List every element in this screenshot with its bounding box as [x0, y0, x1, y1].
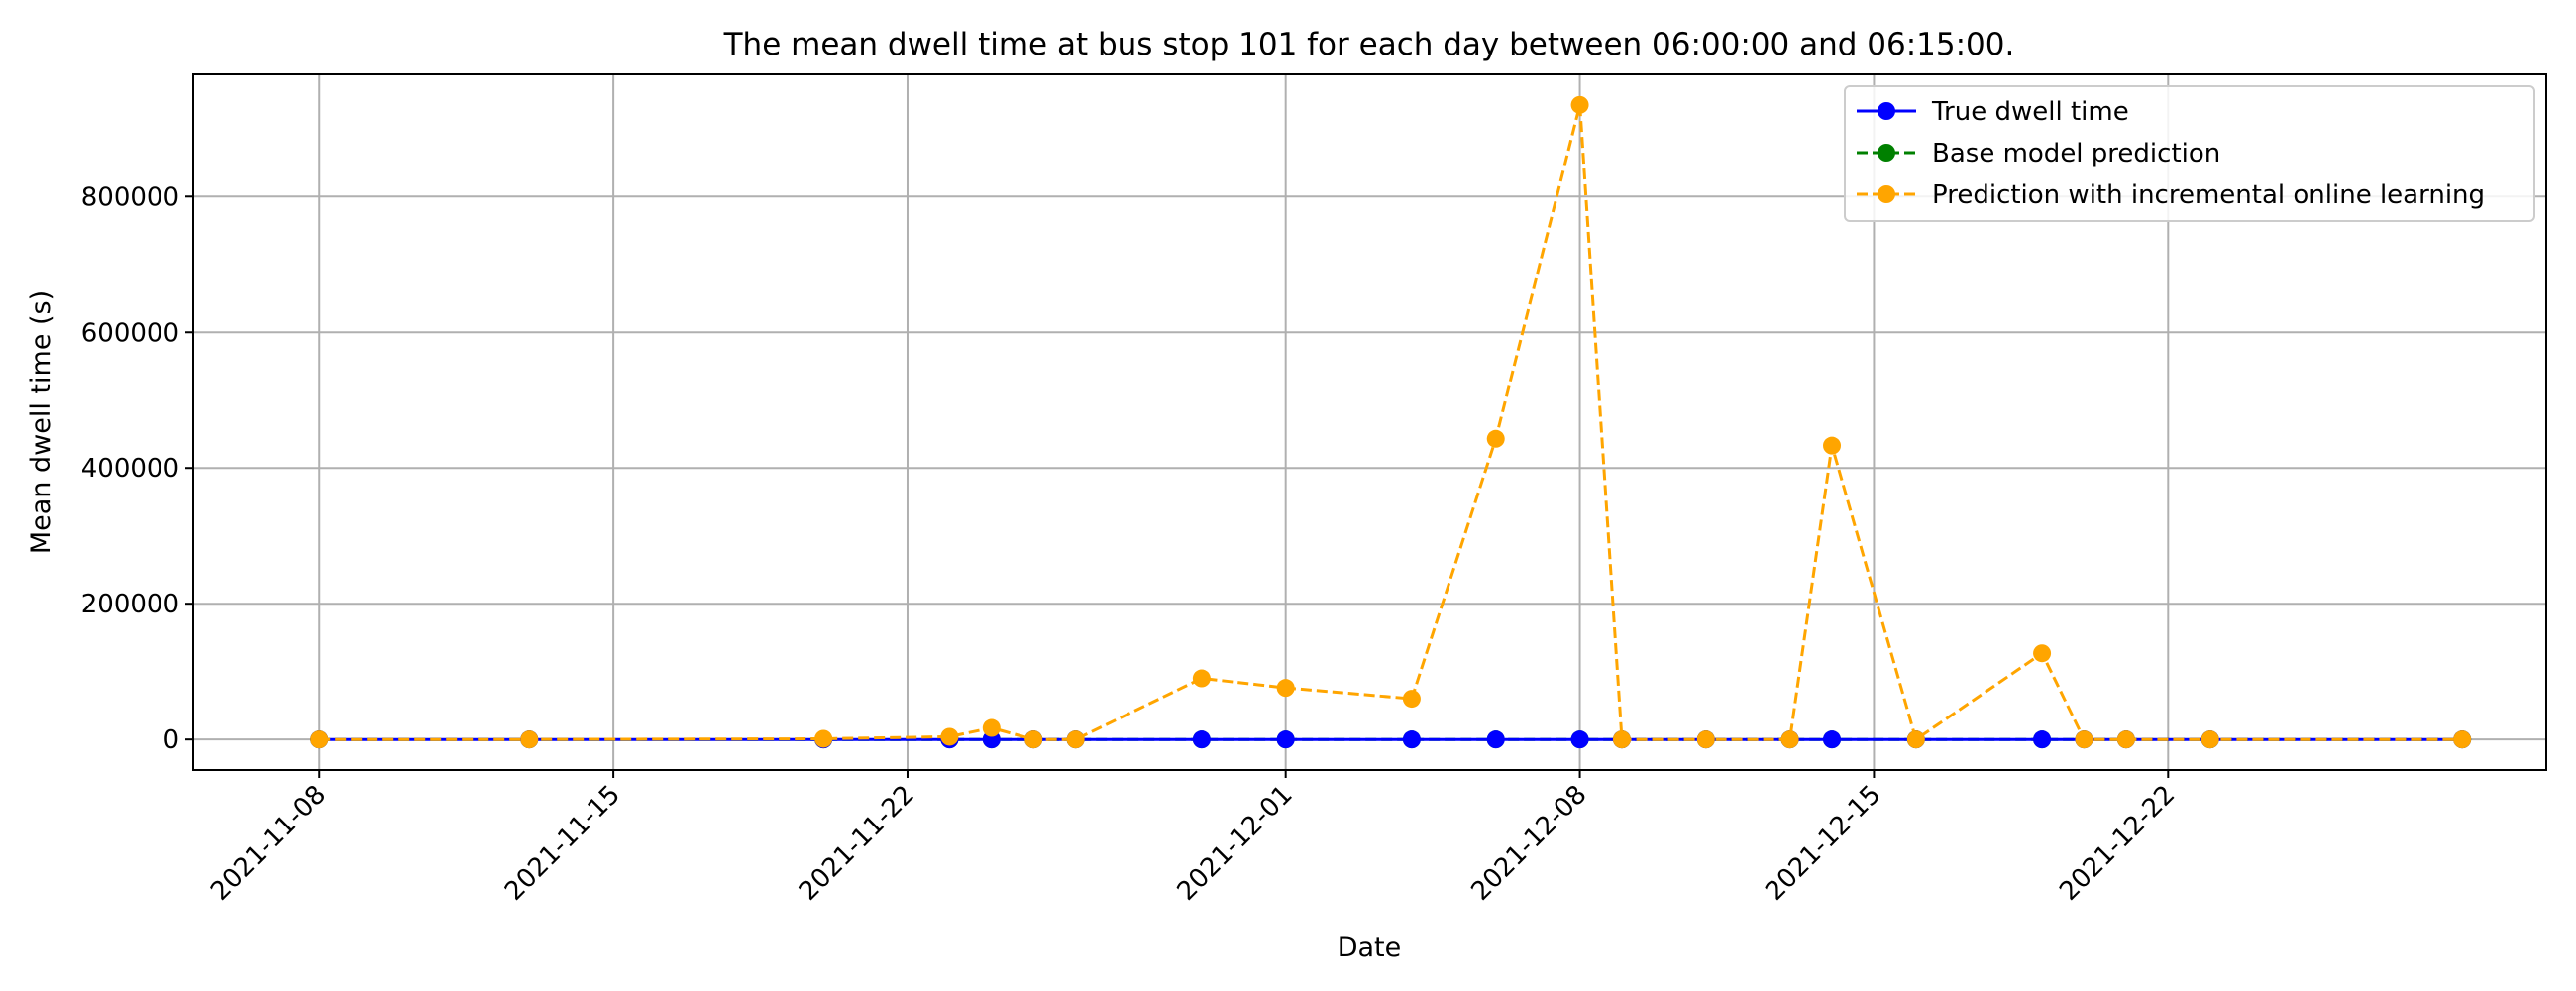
- data-point: [1486, 730, 1505, 749]
- data-point: [940, 727, 959, 746]
- legend-label: Base model prediction: [1932, 139, 2220, 168]
- data-point: [2033, 644, 2052, 663]
- data-point: [1486, 429, 1505, 448]
- x-tick-label: 2021-12-08: [1465, 780, 1592, 907]
- legend: True dwell time Base model prediction Pred…: [1844, 85, 2535, 222]
- legend-label: True dwell time: [1931, 97, 2129, 127]
- y-tick-label: 800000: [81, 182, 179, 212]
- y-tick-label: 400000: [81, 454, 179, 484]
- series-2: [310, 95, 2472, 749]
- series-line: [319, 104, 2463, 742]
- x-tick-label: 2021-11-22: [794, 780, 920, 907]
- data-point: [1612, 730, 1631, 749]
- legend-marker: [1878, 185, 1895, 203]
- y-axis: 0 200000 400000 600000 800000: [81, 182, 193, 755]
- x-tick-label: 2021-12-22: [2054, 780, 2181, 907]
- data-point: [1402, 690, 1421, 709]
- data-point: [1823, 436, 1842, 455]
- data-point: [310, 730, 329, 749]
- x-tick-label: 2021-11-15: [499, 780, 626, 907]
- data-point: [1906, 730, 1925, 749]
- x-axis-label: Date: [1338, 933, 1402, 963]
- data-point: [1570, 730, 1589, 749]
- data-point: [2453, 730, 2472, 749]
- data-point: [814, 729, 833, 748]
- legend-box: [1844, 85, 2535, 222]
- chart-title: The mean dwell time at bus stop 101 for …: [723, 27, 2015, 62]
- data-point: [982, 718, 1001, 737]
- data-point: [520, 730, 539, 749]
- data-point: [2116, 730, 2135, 749]
- data-point: [1780, 730, 1799, 749]
- data-point: [1696, 730, 1715, 749]
- data-point: [1192, 730, 1211, 749]
- data-point: [1823, 730, 1842, 749]
- data-point: [2200, 730, 2219, 749]
- x-tick-label: 2021-12-01: [1172, 780, 1299, 907]
- data-point: [1276, 730, 1295, 749]
- plot-frame: [192, 73, 2547, 771]
- legend-marker: [1878, 102, 1895, 120]
- data-point: [1024, 730, 1043, 749]
- data-point: [2075, 730, 2093, 749]
- legend-marker: [1878, 144, 1895, 162]
- data-point: [1276, 679, 1295, 698]
- data-point: [1402, 730, 1421, 749]
- data-point: [1192, 669, 1211, 688]
- data-point: [1066, 730, 1085, 749]
- series-group: [310, 95, 2472, 749]
- y-tick-label: 200000: [81, 590, 179, 619]
- x-axis: 2021-11-08 2021-11-15 2021-11-22 2021-12-01…: [205, 770, 2181, 907]
- y-tick-label: 600000: [81, 318, 179, 348]
- x-tick-label: 2021-11-08: [205, 780, 332, 907]
- data-point: [2033, 730, 2052, 749]
- y-tick-label: 0: [162, 725, 179, 755]
- legend-label: Prediction with incremental online learn…: [1932, 180, 2485, 210]
- data-point: [1570, 95, 1589, 114]
- x-tick-label: 2021-12-15: [1760, 780, 1886, 907]
- y-axis-label: Mean dwell time (s): [26, 290, 56, 554]
